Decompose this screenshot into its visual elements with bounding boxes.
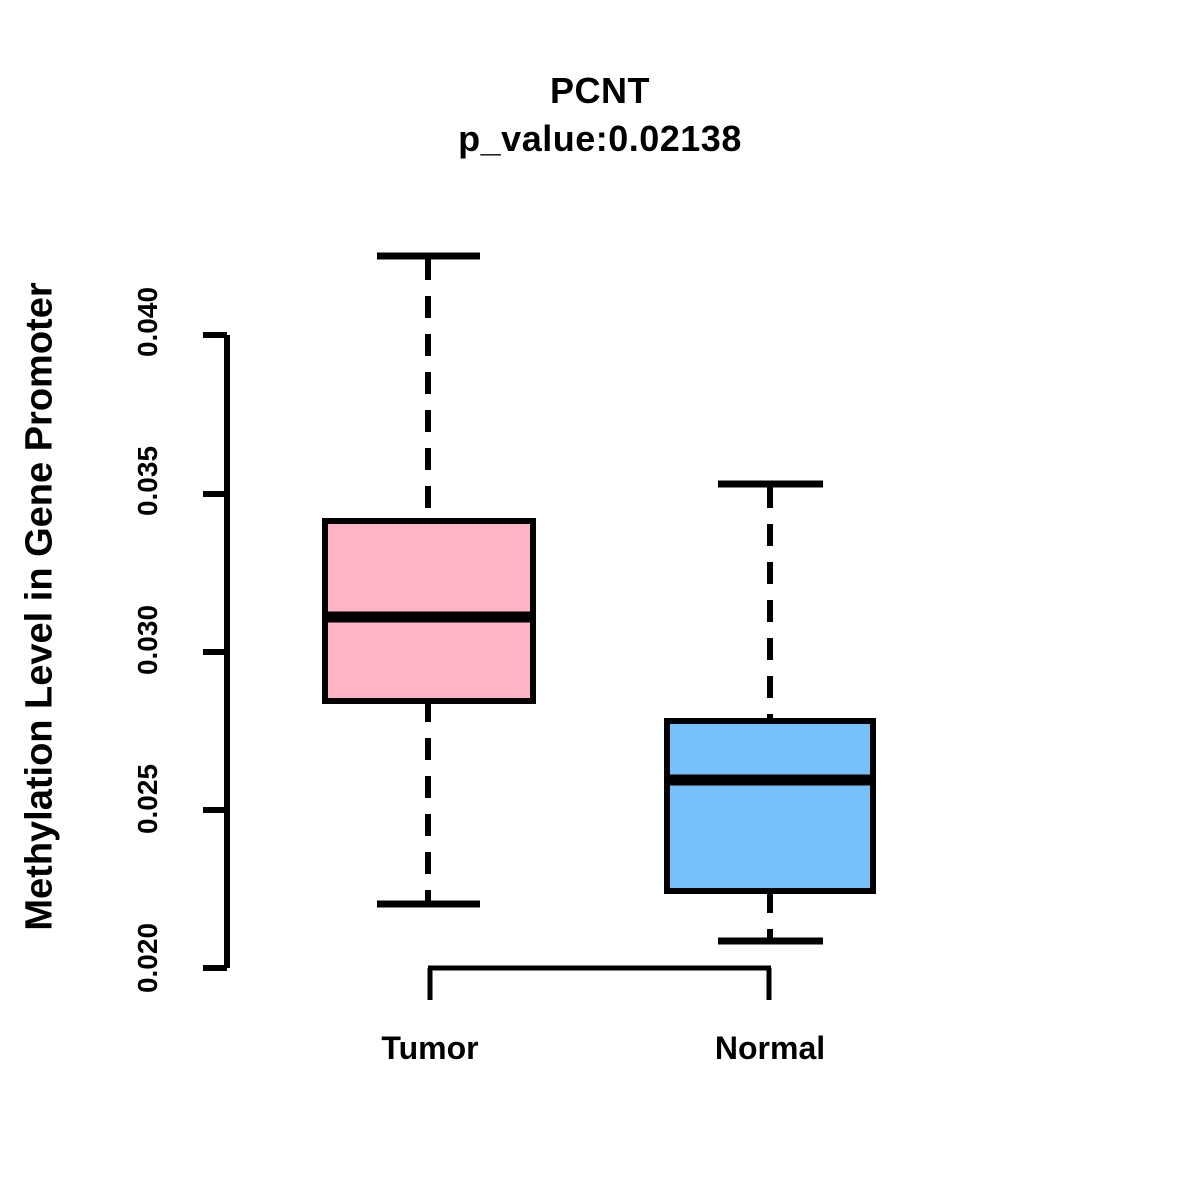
x-tick-label-normal: Normal bbox=[714, 1030, 826, 1066]
x-tick-label-tumor: Tumor bbox=[381, 1030, 479, 1066]
normal-iqr-box bbox=[664, 718, 876, 894]
tumor-iqr-box bbox=[322, 518, 536, 704]
y-axis bbox=[203, 332, 230, 971]
chart-subtitle-pvalue: p_value:0.02138 bbox=[458, 118, 742, 159]
significance-bracket bbox=[427, 965, 772, 1000]
chart-title: PCNT bbox=[550, 70, 650, 111]
box-normal[interactable] bbox=[664, 480, 876, 945]
box-tumor[interactable] bbox=[322, 252, 536, 908]
